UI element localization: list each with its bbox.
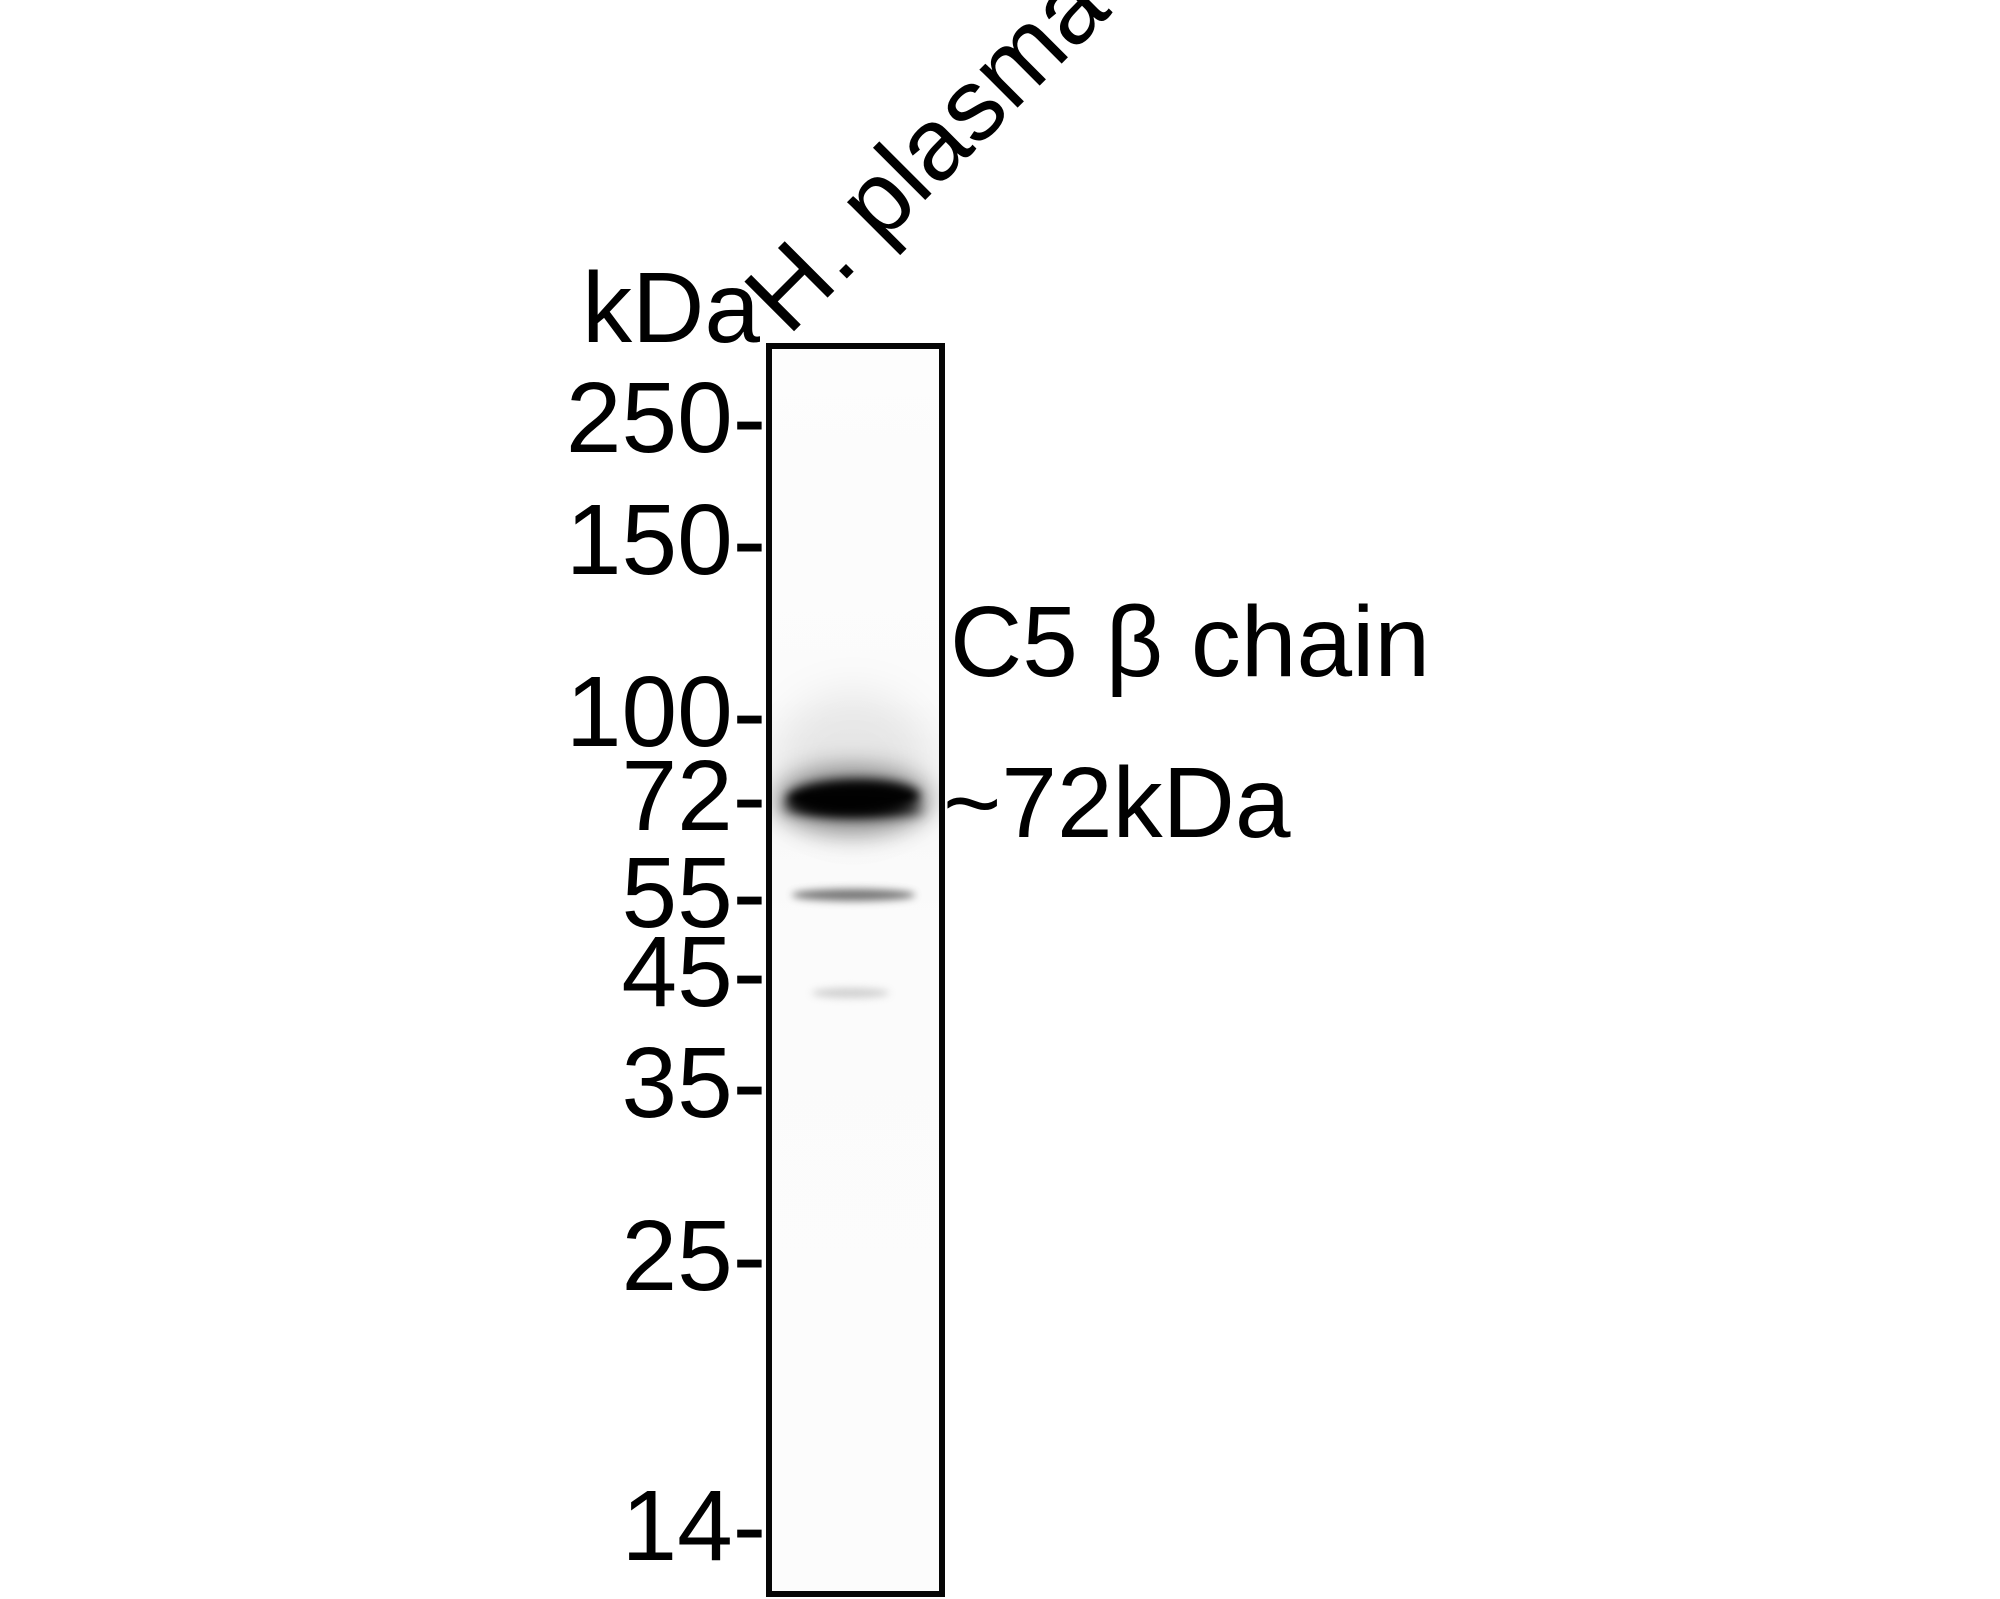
blot-lane	[766, 343, 945, 1597]
mw-tick: 55-	[621, 837, 766, 949]
protein-name-label: C5 β chain	[950, 586, 1430, 698]
mw-tick: 72-	[621, 740, 766, 852]
mw-tick: 100-	[565, 656, 766, 768]
protein-band-faint-layer	[811, 988, 890, 998]
protein-band-55kda-layer	[791, 889, 916, 901]
lane-label-h-plasma: H. plasma	[723, 0, 1129, 353]
mw-tick: 35-	[621, 1027, 766, 1139]
mw-tick: 250-	[565, 362, 766, 474]
mw-tick: 25-	[621, 1200, 766, 1312]
mw-tick: 14-	[621, 1470, 766, 1582]
mw-tick: 45-	[621, 916, 766, 1028]
kda-unit-label: kDa	[582, 252, 760, 364]
molecular-weight-label: ~72kDa	[943, 747, 1291, 859]
blot-lane-membrane	[772, 349, 939, 1591]
mw-tick: 150-	[565, 484, 766, 596]
